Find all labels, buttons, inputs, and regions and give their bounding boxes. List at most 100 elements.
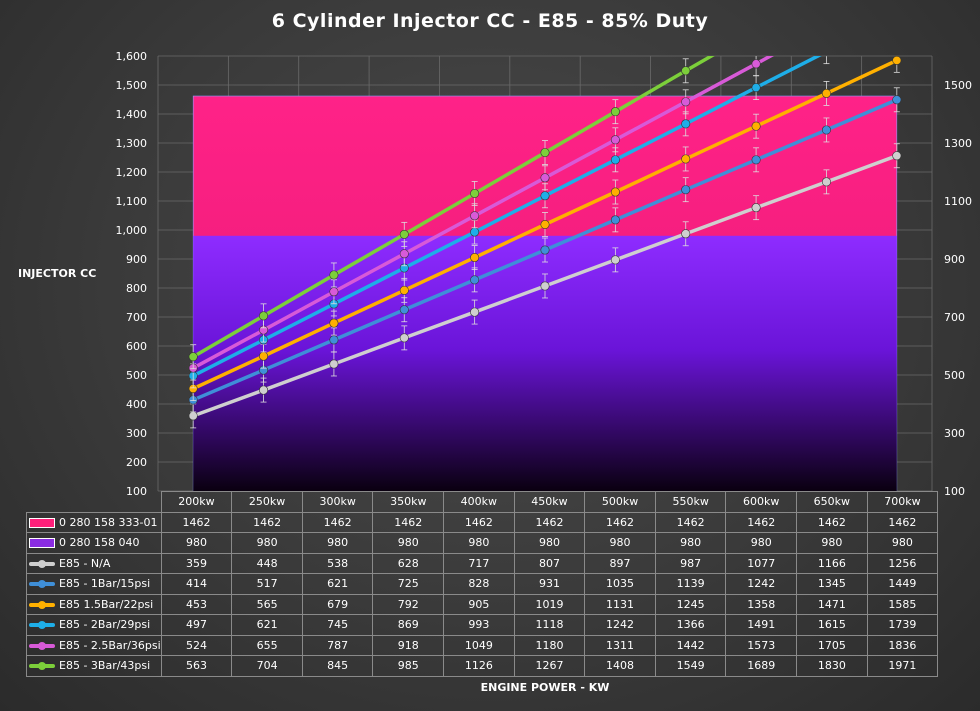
table-cell: 1267 xyxy=(513,655,586,677)
table-cell: 980 xyxy=(372,532,445,554)
legend-entry: E85 - 2Bar/29psi xyxy=(26,614,162,636)
data-table-header: 200kw 250kw 300kw 350kw 400kw 450kw 500kw 550kw… xyxy=(27,491,939,513)
series-0 xyxy=(188,143,902,429)
table-cell: 1462 xyxy=(796,511,868,533)
table-cell: 1585 xyxy=(866,593,939,615)
table-cell: 1077 xyxy=(725,552,798,574)
table-cell: 1549 xyxy=(654,655,727,677)
table-cell: 845 xyxy=(301,655,374,677)
table-cell: 1408 xyxy=(584,655,656,677)
data-point xyxy=(751,155,761,165)
legend-key xyxy=(29,661,55,671)
data-point xyxy=(470,253,480,263)
legend-key xyxy=(29,538,55,549)
table-cell: 1836 xyxy=(866,634,939,656)
table-cell: 905 xyxy=(443,593,515,615)
y-tick-label-right: 300 xyxy=(944,427,965,440)
y-tick-label-left: 100 xyxy=(126,485,147,498)
data-point xyxy=(259,351,269,361)
y-tick-label-left: 1,000 xyxy=(116,224,148,237)
table-cell: 869 xyxy=(372,614,445,636)
data-point xyxy=(681,97,691,107)
data-point xyxy=(188,411,198,421)
table-row: E85 1.5Bar/22psi 453 565 679 792 905 1019 1131 1… xyxy=(26,593,939,615)
data-point xyxy=(892,151,902,161)
data-point xyxy=(751,59,761,69)
legend-label: E85 - 2.5Bar/36psi xyxy=(59,638,161,652)
table-cell: 792 xyxy=(372,593,445,615)
data-point xyxy=(752,26,760,34)
data-point xyxy=(751,83,761,93)
y-tick-label-left: 800 xyxy=(126,282,147,295)
y-tick-label-left: 1,300 xyxy=(116,137,148,150)
table-cell: 980 xyxy=(866,532,939,554)
table-cell: 980 xyxy=(160,532,233,554)
table-cell: 1705 xyxy=(796,634,868,656)
table-row: E85 - 2.5Bar/36psi 524 655 787 918 1049 1180 13… xyxy=(26,634,939,656)
y-tick-label-left: 300 xyxy=(126,427,147,440)
table-cell: 538 xyxy=(301,552,374,574)
table-cell: 1049 xyxy=(443,634,515,656)
table-cell: 828 xyxy=(443,573,515,595)
data-point xyxy=(399,285,409,295)
table-cell: 725 xyxy=(372,573,445,595)
legend-entry: E85 - N/A xyxy=(26,552,162,574)
table-cell: 628 xyxy=(372,552,445,574)
table-row: E85 - N/A 359 448 538 628 717 807 897 987 1077 116… xyxy=(26,552,939,574)
table-cell: 1449 xyxy=(866,573,939,595)
data-point xyxy=(470,188,480,198)
y-tick-label-right: 700 xyxy=(944,311,965,324)
data-point xyxy=(610,187,620,197)
table-cell: 1462 xyxy=(443,511,515,533)
x-tick-label: 400kw xyxy=(443,491,515,513)
data-point xyxy=(329,318,339,328)
data-point xyxy=(329,335,339,345)
data-point xyxy=(751,121,761,131)
legend-label: E85 - 3Bar/43psi xyxy=(59,659,151,673)
y-axis-label: INJECTOR CC xyxy=(18,267,97,280)
table-cell: 1462 xyxy=(231,511,303,533)
y-tick-label-left: 700 xyxy=(126,311,147,324)
table-cell: 1131 xyxy=(584,593,656,615)
data-point xyxy=(540,191,550,201)
data-point xyxy=(329,359,339,369)
legend-key xyxy=(29,620,55,630)
data-point xyxy=(470,211,480,221)
table-cell: 980 xyxy=(654,532,727,554)
table-cell: 1311 xyxy=(584,634,656,656)
data-point xyxy=(893,11,901,19)
data-point xyxy=(821,88,831,98)
table-cell: 704 xyxy=(231,655,303,677)
table-row: E85 - 1Bar/15psi 414 517 621 725 828 931 1035 11… xyxy=(26,573,939,595)
table-cell: 807 xyxy=(513,552,586,574)
table-cell: 1615 xyxy=(796,614,868,636)
data-point xyxy=(540,173,550,183)
table-cell: 1462 xyxy=(301,511,374,533)
table-row: 0 280 158 040 980 980 980 980 980 980 980 980 980… xyxy=(26,532,939,554)
data-point xyxy=(610,255,620,265)
table-cell: 1256 xyxy=(866,552,939,574)
table-cell: 1242 xyxy=(584,614,656,636)
data-point xyxy=(470,307,480,317)
legend-key xyxy=(29,579,55,589)
legend-key xyxy=(29,600,55,610)
table-cell: 1739 xyxy=(866,614,939,636)
table-cell: 655 xyxy=(231,634,303,656)
chart-title: 6 Cylinder Injector CC - E85 - 85% Duty xyxy=(271,10,709,32)
data-point xyxy=(399,249,409,259)
table-cell: 1573 xyxy=(725,634,798,656)
x-tick-label: 350kw xyxy=(372,491,445,513)
y-tick-label-left: 400 xyxy=(126,398,147,411)
data-point xyxy=(399,229,409,239)
table-cell: 1462 xyxy=(160,511,233,533)
legend-key xyxy=(29,517,55,528)
table-cell: 563 xyxy=(160,655,233,677)
table-cell: 621 xyxy=(301,573,374,595)
y-tick-label-left: 1,600 xyxy=(116,50,148,63)
y-tick-label-right: 1500 xyxy=(944,79,972,92)
legend-label: E85 - 1Bar/15psi xyxy=(59,577,151,591)
table-cell: 980 xyxy=(301,532,374,554)
table-row: E85 - 3Bar/43psi 563 704 845 985 1126 1267 1408… xyxy=(26,655,939,677)
area-series xyxy=(192,95,898,492)
data-point xyxy=(540,245,550,255)
